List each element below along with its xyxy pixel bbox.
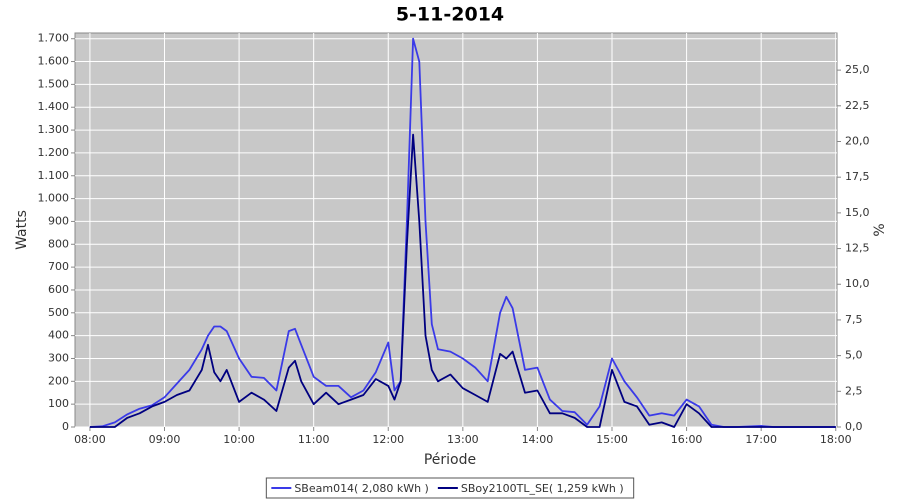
legend-label: SBeam014( 2,080 kWh ) [294, 482, 429, 495]
x-tick-label: 11:00 [298, 433, 330, 446]
y2-tick-label: 20,0 [845, 134, 870, 147]
y2-tick-label: 22,5 [845, 99, 870, 112]
y-tick-label: 1.700 [38, 32, 70, 45]
y2-tick-label: 5,0 [845, 349, 863, 362]
x-tick-label: 12:00 [372, 433, 404, 446]
y-tick-label: 1.400 [38, 100, 70, 113]
y2-tick-label: 17,5 [845, 170, 870, 183]
y-tick-label: 700 [48, 260, 69, 273]
y-tick-label: 1.600 [38, 55, 70, 68]
x-tick-label: 17:00 [745, 433, 777, 446]
y-tick-label: 300 [48, 351, 69, 364]
x-tick-label: 14:00 [522, 433, 554, 446]
y-axis-label: Watts [14, 210, 30, 250]
x-tick-label: 08:00 [74, 433, 106, 446]
y-tick-label: 500 [48, 306, 69, 319]
y-tick-label: 200 [48, 374, 69, 387]
y-tick-label: 900 [48, 214, 69, 227]
plot-area [74, 32, 838, 428]
y-tick-label: 1.000 [38, 192, 70, 205]
legend-label: SBoy2100TL_SE( 1,259 kWh ) [461, 482, 624, 495]
y-tick-label: 100 [48, 397, 69, 410]
y-tick-label: 0 [62, 420, 69, 433]
y2-tick-label: 25,0 [845, 63, 870, 76]
series-line [89, 133, 836, 428]
x-axis-label: Période [424, 452, 476, 468]
y-tick-label: 400 [48, 329, 69, 342]
x-tick-label: 10:00 [223, 433, 255, 446]
y-tick-label: 800 [48, 237, 69, 250]
x-tick-label: 15:00 [596, 433, 628, 446]
y2-axis-label: % [872, 223, 888, 236]
y2-tick-label: 12,5 [845, 242, 870, 255]
y2-tick-label: 10,0 [845, 277, 870, 290]
y-tick-label: 1.300 [38, 123, 70, 136]
y2-tick-label: 0,0 [845, 420, 863, 433]
x-tick-label: 09:00 [149, 433, 181, 446]
x-tick-label: 13:00 [447, 433, 479, 446]
x-tick-label: 18:00 [820, 433, 852, 446]
y-tick-label: 1.200 [38, 146, 70, 159]
y2-tick-label: 7,5 [845, 313, 863, 326]
y-tick-label: 1.100 [38, 169, 70, 182]
x-tick-label: 16:00 [671, 433, 703, 446]
y-tick-label: 1.500 [38, 77, 70, 90]
y2-tick-label: 15,0 [845, 206, 870, 219]
series-line [89, 37, 836, 428]
chart-title: 5-11-2014 [396, 4, 504, 26]
y2-tick-label: 2,5 [845, 384, 863, 397]
y-tick-label: 600 [48, 283, 69, 296]
